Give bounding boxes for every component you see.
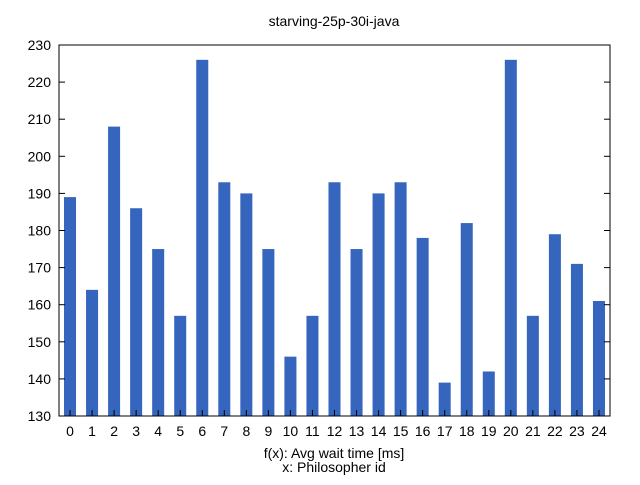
x-axis-label: x: Philosopher id bbox=[282, 459, 386, 475]
bars-layer bbox=[64, 59, 605, 417]
bar-philosopher-21 bbox=[526, 315, 539, 416]
bar-philosopher-11 bbox=[306, 315, 319, 416]
bar-philosopher-23 bbox=[570, 263, 583, 416]
x-tick-label: 16 bbox=[415, 423, 431, 439]
x-tick-label: 23 bbox=[569, 423, 585, 439]
bar-philosopher-3 bbox=[130, 208, 143, 416]
x-tick-label: 14 bbox=[371, 423, 387, 439]
bar-philosopher-7 bbox=[218, 182, 231, 416]
x-tick-label: 5 bbox=[176, 423, 184, 439]
y-tick-label: 220 bbox=[28, 74, 52, 90]
x-tick-label: 18 bbox=[459, 423, 475, 439]
bar-philosopher-4 bbox=[152, 249, 165, 416]
y-tick-label: 210 bbox=[28, 111, 52, 127]
x-axis: 0 1 2 3 4 5 6 7 8 9 10 11 12 13 14 15 16 17 18 19 20 21 22 23 24 bbox=[66, 410, 607, 439]
y-tick-label: 230 bbox=[28, 37, 52, 53]
bar-philosopher-22 bbox=[548, 234, 561, 416]
x-tick-label: 2 bbox=[110, 423, 118, 439]
bar-philosopher-16 bbox=[416, 237, 429, 416]
x-tick-label: 6 bbox=[198, 423, 206, 439]
y-tick-label: 160 bbox=[28, 297, 52, 313]
bar-philosopher-0 bbox=[64, 197, 77, 416]
bar-philosopher-17 bbox=[438, 382, 451, 416]
x-tick-label: 7 bbox=[220, 423, 228, 439]
x-tick-label: 9 bbox=[264, 423, 272, 439]
bar-philosopher-8 bbox=[240, 193, 253, 416]
bar-philosopher-24 bbox=[592, 300, 605, 416]
x-tick-label: 19 bbox=[481, 423, 497, 439]
bar-philosopher-15 bbox=[394, 182, 407, 416]
x-tick-label: 10 bbox=[283, 423, 299, 439]
bar-philosopher-14 bbox=[372, 193, 385, 416]
y-tick-label: 140 bbox=[28, 371, 52, 387]
x-tick-label: 21 bbox=[525, 423, 541, 439]
bar-philosopher-1 bbox=[86, 289, 99, 416]
x-tick-label: 22 bbox=[547, 423, 563, 439]
y-tick-label: 180 bbox=[28, 223, 52, 239]
bar-philosopher-5 bbox=[174, 315, 187, 416]
x-tick-label: 0 bbox=[66, 423, 74, 439]
y-tick-label: 170 bbox=[28, 260, 52, 276]
bar-philosopher-9 bbox=[262, 249, 275, 416]
bar-philosopher-13 bbox=[350, 249, 363, 416]
bar-philosopher-12 bbox=[328, 182, 341, 416]
y-tick-label: 130 bbox=[28, 408, 52, 424]
chart-title: starving-25p-30i-java bbox=[269, 13, 400, 29]
x-tick-label: 8 bbox=[242, 423, 250, 439]
bar-philosopher-18 bbox=[460, 223, 473, 416]
x-tick-label: 3 bbox=[132, 423, 140, 439]
y-tick-label: 190 bbox=[28, 185, 52, 201]
bar-philosopher-19 bbox=[482, 371, 495, 416]
bar-philosopher-20 bbox=[504, 59, 517, 417]
x-tick-label: 4 bbox=[154, 423, 162, 439]
x-tick-label: 11 bbox=[305, 423, 320, 439]
x-tick-label: 12 bbox=[327, 423, 343, 439]
x-tick-label: 1 bbox=[88, 423, 96, 439]
bar-philosopher-10 bbox=[284, 356, 297, 416]
x-tick-label: 24 bbox=[591, 423, 607, 439]
y-axis-label: f(x): Avg wait time [ms] bbox=[264, 445, 405, 461]
y-tick-label: 150 bbox=[28, 334, 52, 350]
y-tick-label: 200 bbox=[28, 148, 52, 164]
x-tick-label: 17 bbox=[437, 423, 453, 439]
x-tick-label: 13 bbox=[349, 423, 365, 439]
x-tick-label: 20 bbox=[503, 423, 519, 439]
x-tick-label: 15 bbox=[393, 423, 409, 439]
y-axis: 130 140 150 160 170 180 190 200 210 220 230 bbox=[28, 37, 610, 424]
bar-philosopher-6 bbox=[196, 59, 209, 417]
bar-philosopher-2 bbox=[108, 126, 121, 417]
